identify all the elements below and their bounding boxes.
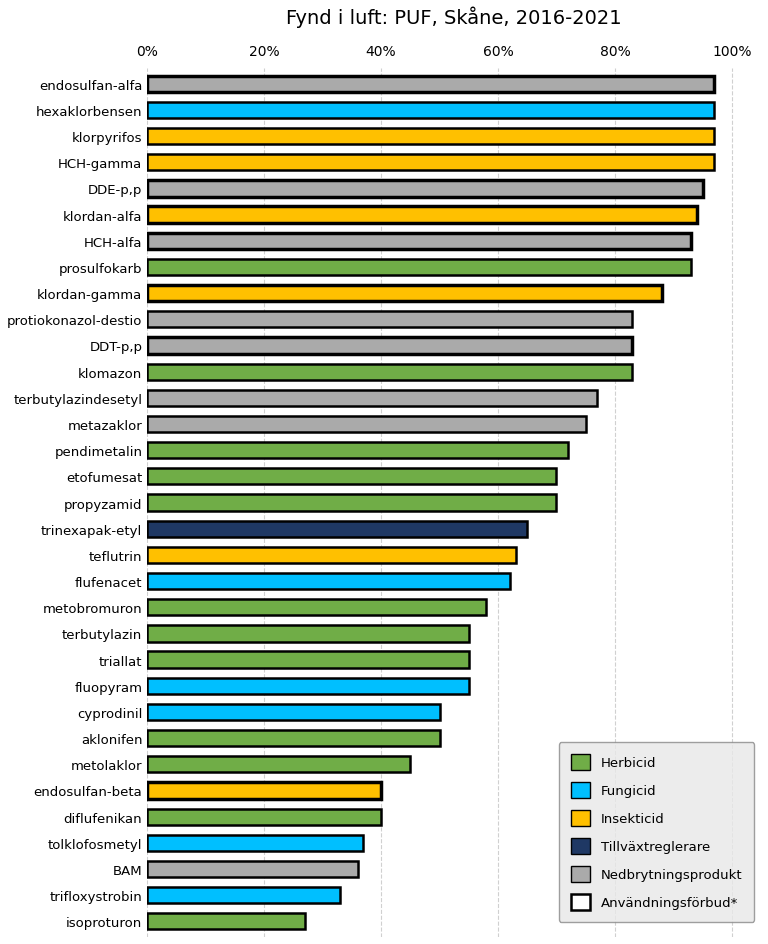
Bar [147,573,510,590]
Bar [147,469,557,485]
Bar [147,181,703,197]
Bar [147,599,486,615]
Bar [147,731,439,747]
Bar [147,651,468,668]
Bar [147,495,557,511]
Bar [147,861,358,877]
Bar [147,913,305,930]
Bar [147,312,632,329]
Legend: Herbicid, Fungicid, Insekticid, Tillväxtreglerare, Nedbrytningsprodukt, Användni: Herbicid, Fungicid, Insekticid, Tillväxt… [559,742,754,921]
Bar [147,338,632,354]
Bar [147,286,662,302]
Bar [147,208,697,224]
Bar [147,548,515,564]
Bar [147,783,381,799]
Bar [147,704,439,720]
Bar [147,521,527,537]
Bar [147,76,714,93]
Bar [147,76,714,93]
Bar [147,756,410,772]
Bar [147,103,714,119]
Bar [147,155,714,171]
Bar [147,208,697,224]
Bar [147,233,691,249]
Bar [147,678,468,694]
Bar [147,443,568,459]
Bar [147,783,381,799]
Bar [147,233,691,249]
Bar [147,887,340,903]
Bar [147,260,691,276]
Bar [147,626,468,642]
Bar [147,128,714,145]
Bar [147,809,381,825]
Title: Fynd i luft: PUF, Skåne, 2016-2021: Fynd i luft: PUF, Skåne, 2016-2021 [286,7,622,28]
Bar [147,338,632,354]
Bar [147,181,703,197]
Bar [147,390,598,407]
Bar [147,834,363,851]
Bar [147,416,586,432]
Bar [147,364,632,380]
Bar [147,286,662,302]
